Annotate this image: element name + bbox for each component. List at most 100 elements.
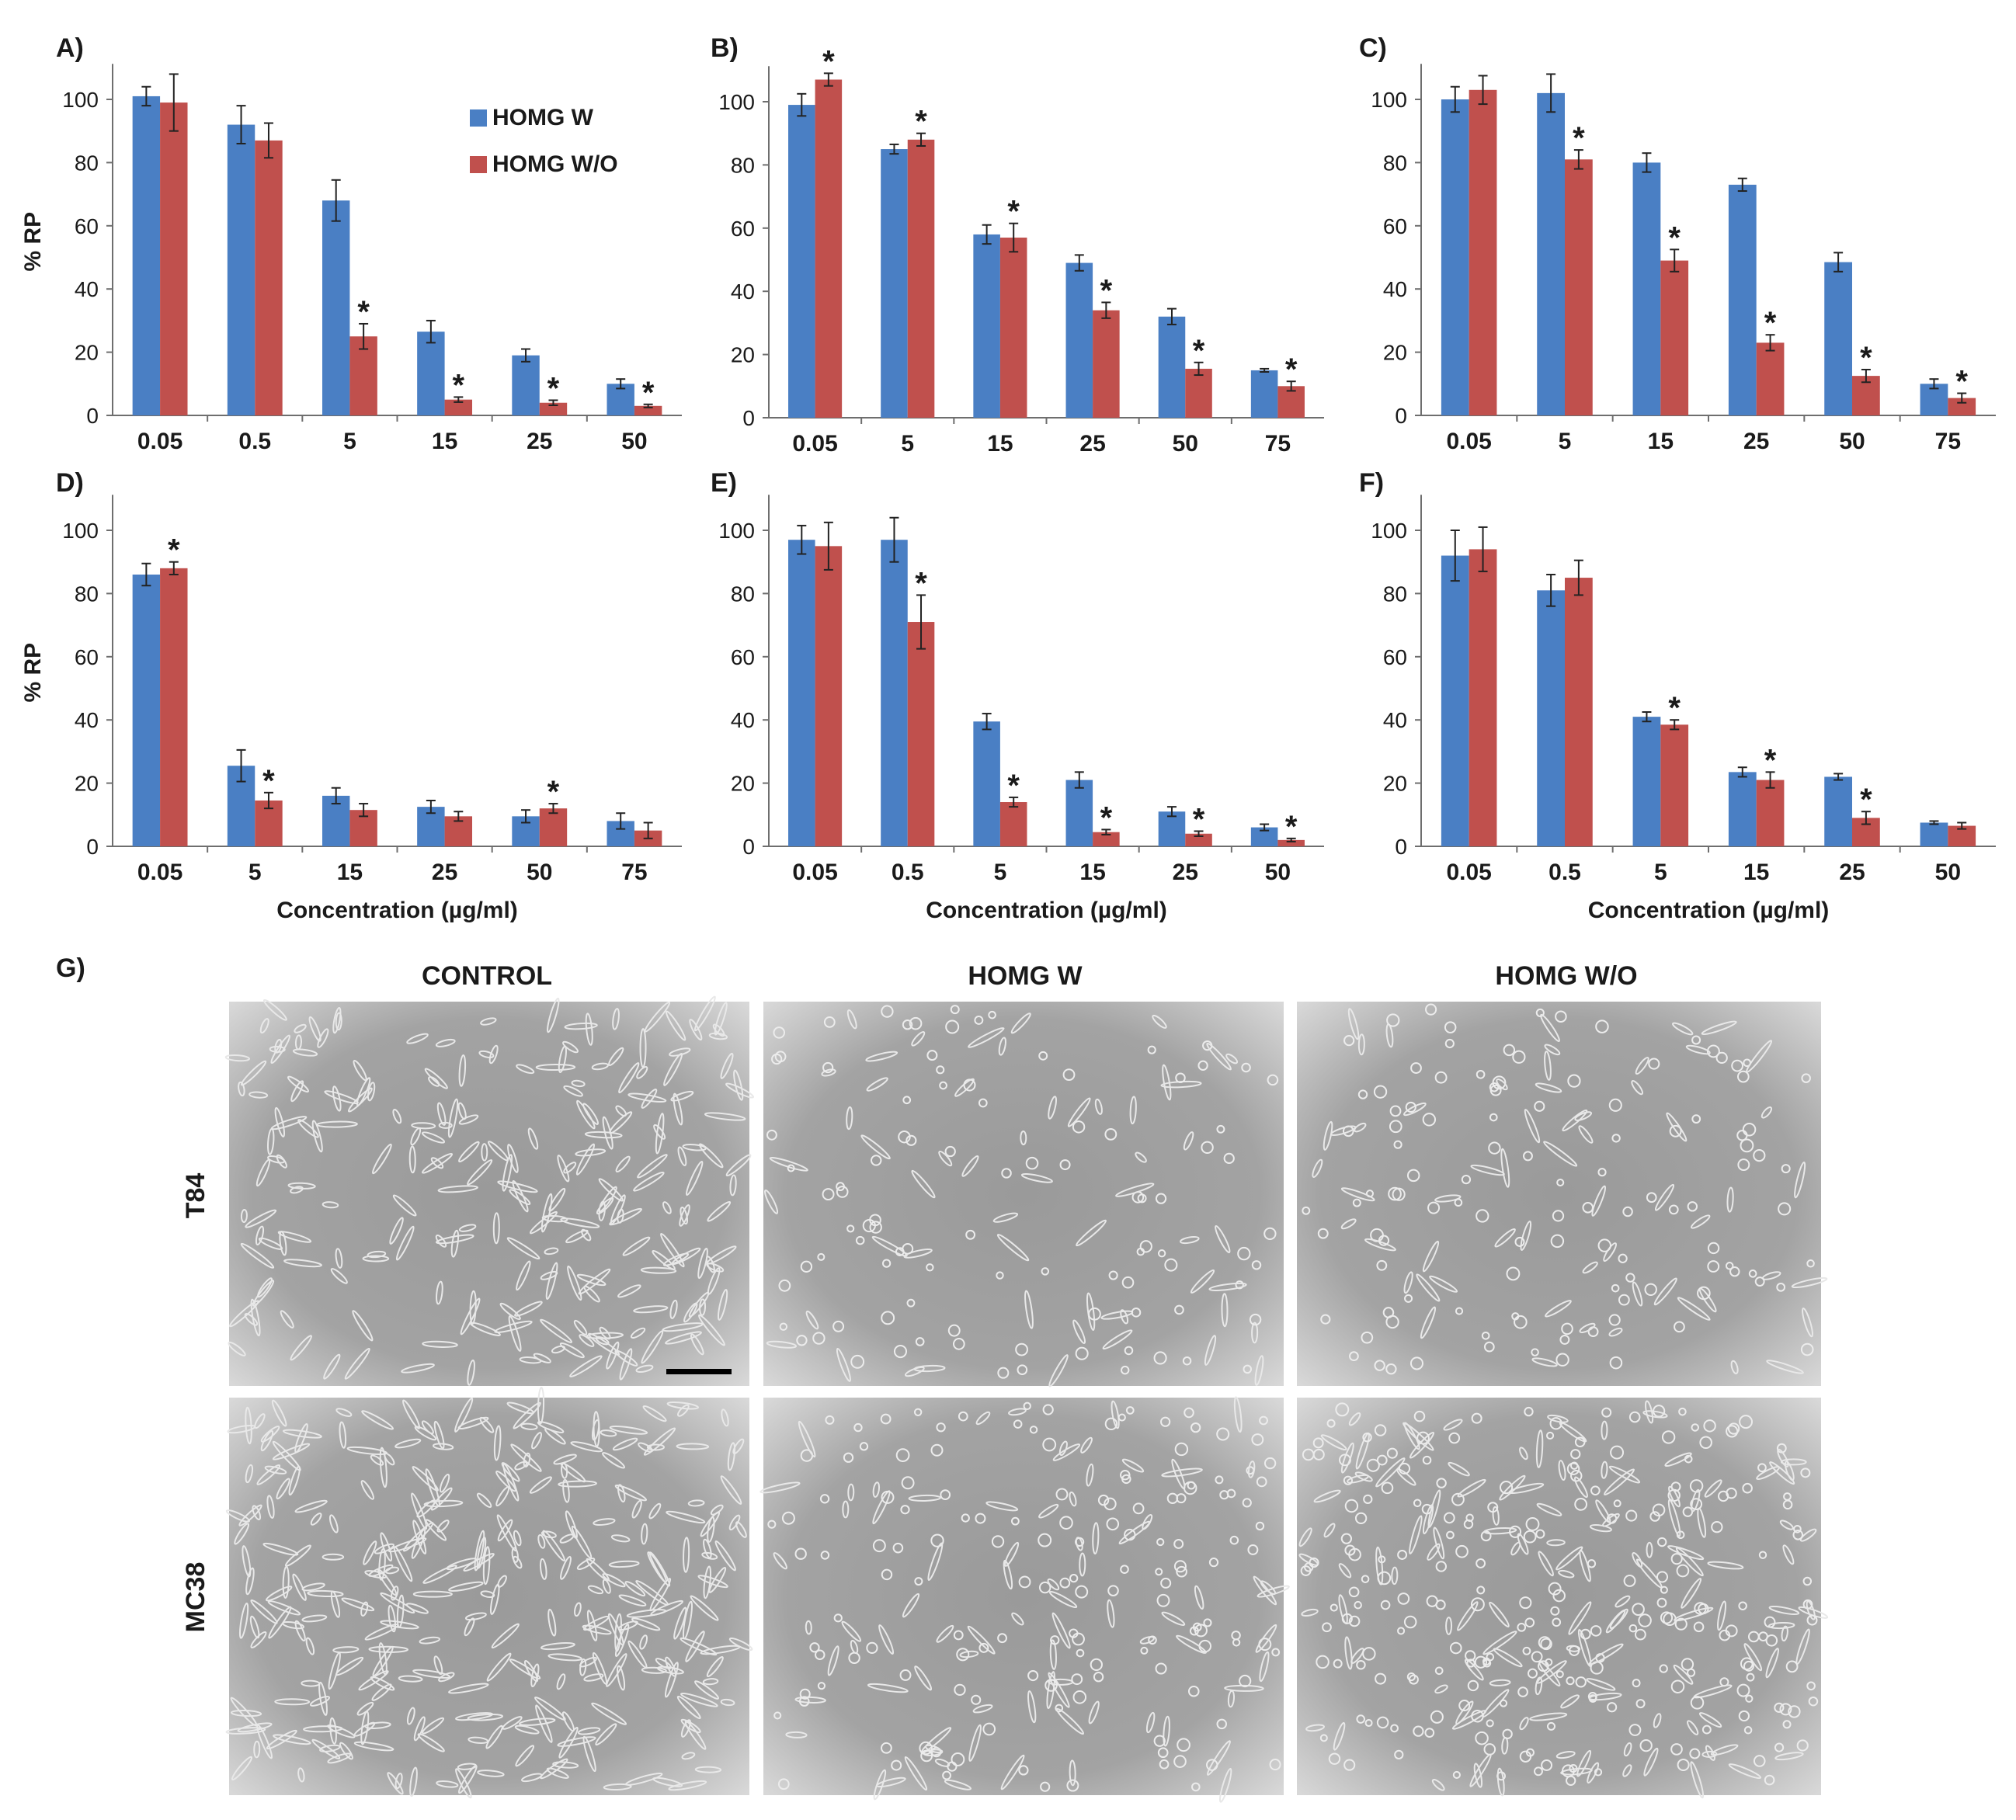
cell <box>1255 1624 1277 1653</box>
cell <box>591 1419 600 1441</box>
cell <box>1316 1655 1330 1669</box>
cell <box>1121 1458 1145 1473</box>
cell <box>610 1534 631 1543</box>
cell <box>1531 1357 1558 1367</box>
cell <box>1386 1447 1398 1459</box>
cell <box>1568 1601 1592 1635</box>
cell <box>766 1129 777 1141</box>
cell <box>1335 1402 1350 1417</box>
micrograph-image <box>1297 1002 1821 1386</box>
significance-star: * <box>1100 801 1113 835</box>
cell <box>1465 1650 1476 1662</box>
cell <box>436 1780 459 1788</box>
cell <box>476 1537 487 1569</box>
cell <box>307 1589 344 1598</box>
cell <box>664 1662 679 1698</box>
cell <box>575 1143 596 1176</box>
cell <box>627 1640 648 1669</box>
cell <box>682 1143 707 1151</box>
x-tick-label: 50 <box>1265 860 1291 885</box>
y-tick-label: 40 <box>731 708 755 732</box>
cell <box>328 1514 339 1533</box>
significance-star: * <box>547 775 560 809</box>
cell <box>1535 1082 1562 1093</box>
cell <box>1517 1533 1529 1555</box>
row-label: T84 <box>181 1173 210 1219</box>
cell <box>796 1335 808 1346</box>
bar-homg-w <box>881 540 908 846</box>
cell <box>563 1162 577 1174</box>
cell <box>1703 1419 1716 1433</box>
cell <box>1434 1071 1448 1084</box>
cell <box>1227 1690 1236 1708</box>
cell <box>1226 1488 1236 1499</box>
cell <box>1247 1461 1256 1478</box>
cell <box>1424 1728 1435 1738</box>
cell <box>665 1331 702 1345</box>
cell <box>1366 1458 1380 1472</box>
cell <box>1251 1260 1262 1270</box>
cell <box>1545 1658 1553 1666</box>
cell <box>1382 1307 1395 1318</box>
cell <box>1638 1613 1652 1627</box>
cell <box>576 1273 607 1287</box>
cell <box>571 1079 586 1088</box>
cell <box>1503 1044 1516 1057</box>
cell <box>825 1415 835 1425</box>
cell <box>516 1260 531 1291</box>
cell <box>421 1420 434 1435</box>
cell <box>1536 1502 1562 1516</box>
cell <box>1517 1686 1528 1697</box>
cell <box>327 1724 356 1738</box>
cell <box>1731 1059 1743 1072</box>
cell <box>936 1422 946 1433</box>
cell <box>798 1696 810 1707</box>
cell <box>270 1034 291 1065</box>
cell <box>1623 1742 1632 1757</box>
cell <box>1148 1635 1157 1645</box>
cell <box>353 1059 367 1082</box>
cell <box>519 1356 542 1364</box>
cell <box>1312 1158 1323 1178</box>
cell <box>624 1581 646 1597</box>
x-tick-label: 0.05 <box>792 431 837 457</box>
cell <box>311 1120 323 1153</box>
panel-label: A) <box>56 33 84 63</box>
cell <box>513 1401 541 1429</box>
cell <box>339 1421 347 1449</box>
cell <box>1499 1481 1514 1495</box>
cell <box>1691 1035 1701 1045</box>
cell <box>1489 1082 1500 1092</box>
cell <box>1514 1315 1528 1329</box>
cell <box>1378 1235 1390 1246</box>
cell <box>1120 1565 1129 1574</box>
cell <box>577 1727 601 1735</box>
cell <box>544 1247 559 1256</box>
cell <box>1328 1752 1341 1765</box>
cell <box>249 1615 260 1639</box>
cell <box>448 1683 489 1694</box>
x-tick-label: 50 <box>1935 860 1961 885</box>
cell <box>380 1532 393 1562</box>
cell <box>1072 1690 1087 1704</box>
cell <box>512 1180 529 1213</box>
cell <box>1550 1234 1565 1249</box>
cell <box>284 1544 311 1567</box>
cell <box>1737 1158 1750 1172</box>
cell <box>1486 1719 1494 1728</box>
cell <box>1597 1168 1607 1177</box>
cell <box>561 1462 568 1479</box>
cell <box>541 1214 568 1223</box>
cell <box>1681 1578 1702 1609</box>
panel-label: B) <box>711 33 739 63</box>
y-axis-label: % RP <box>20 212 46 272</box>
cell <box>1352 1198 1361 1207</box>
cell <box>478 1050 495 1058</box>
cell <box>1757 1463 1767 1473</box>
cell <box>609 1207 642 1226</box>
cell <box>497 1180 538 1193</box>
cell <box>706 1656 724 1678</box>
cell <box>1519 1750 1532 1763</box>
x-tick-label: 25 <box>1079 431 1105 457</box>
bar-homg-wo <box>815 546 843 846</box>
